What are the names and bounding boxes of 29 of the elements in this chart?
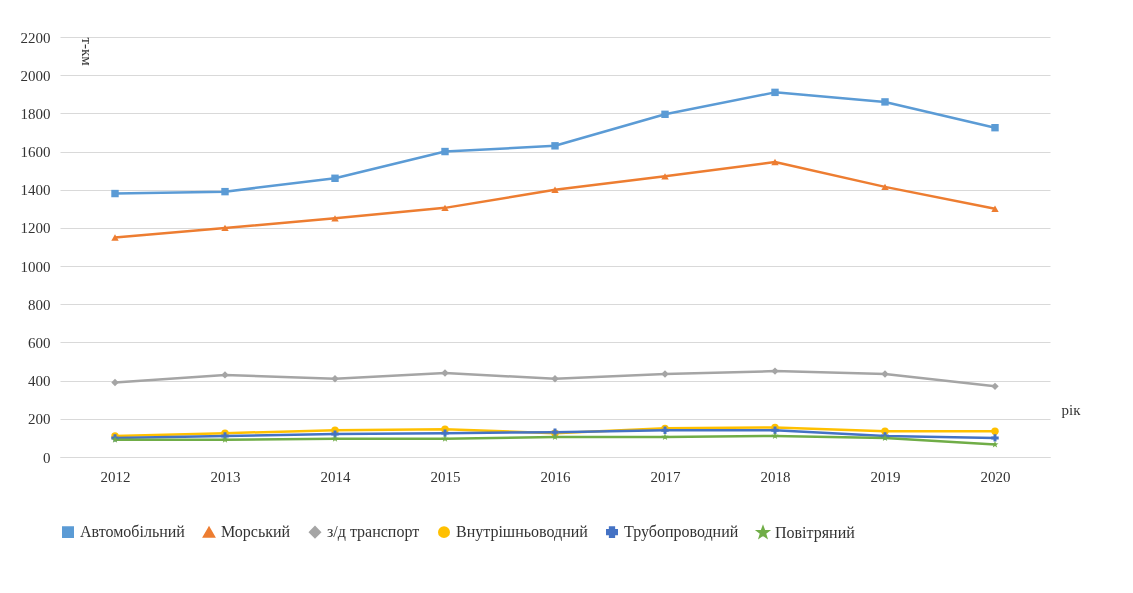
x-tick-label: 2016: [540, 468, 571, 485]
y-axis-title: т-км: [78, 37, 95, 67]
y-tick-label: 1600: [20, 144, 51, 161]
y-tick-label: 0: [43, 449, 51, 466]
legend-label: Автомобільний: [80, 523, 186, 541]
x-tick-label: 2013: [210, 468, 241, 485]
legend-label: з/д транспорт: [327, 523, 420, 542]
x-tick-label: 2015: [430, 468, 461, 485]
legend-label: Повітряний: [775, 523, 856, 542]
x-tick-label: 2019: [870, 468, 901, 485]
y-tick-label: 1000: [20, 258, 51, 275]
legend-label: Внутрішньоводний: [456, 523, 589, 542]
y-tick-label: 2200: [20, 29, 51, 46]
legend-label: Трубопроводний: [624, 523, 739, 542]
y-tick-label: 600: [28, 334, 51, 351]
y-tick-label: 800: [28, 296, 51, 313]
x-axis-title: рік: [1061, 401, 1082, 418]
x-tick-label: 2017: [650, 468, 681, 485]
y-tick-label: 1800: [20, 105, 51, 122]
y-tick-label: 400: [28, 373, 51, 390]
y-tick-label: 1200: [20, 220, 51, 237]
y-tick-label: 2000: [20, 67, 51, 84]
x-tick-label: 2018: [760, 468, 791, 485]
y-tick-label: 1400: [20, 182, 51, 199]
y-tick-label: 200: [28, 411, 51, 428]
legend-label: Морський: [221, 523, 291, 542]
x-tick-label: 2020: [980, 468, 1011, 485]
x-tick-label: 2012: [100, 468, 131, 485]
x-tick-label: 2014: [320, 468, 351, 485]
